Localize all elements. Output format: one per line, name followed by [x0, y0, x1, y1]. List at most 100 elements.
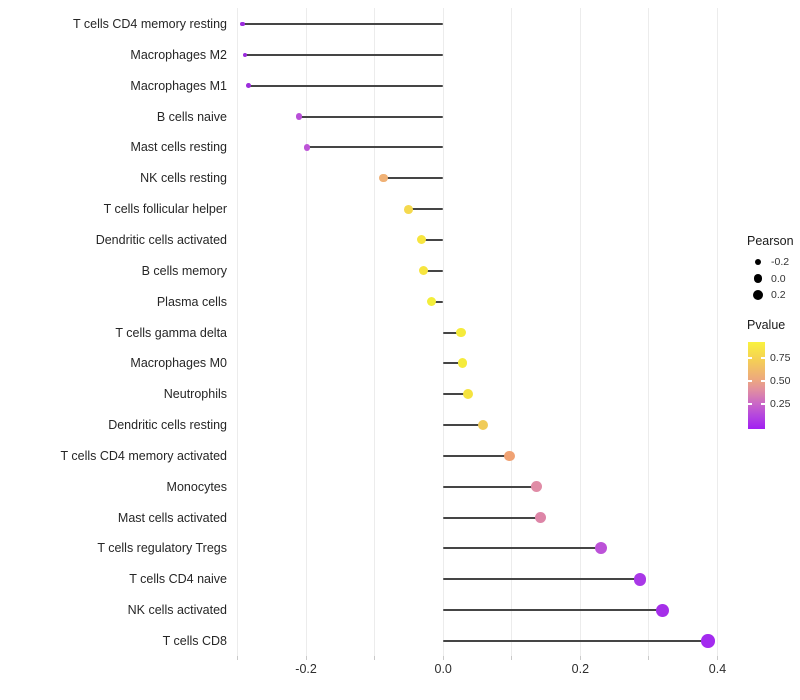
lollipop-dot [504, 450, 516, 462]
lollipop-dot [418, 266, 428, 276]
colorbar-tick [748, 380, 752, 383]
lollipop-dot [530, 481, 542, 493]
colorbar-label: 0.25 [770, 397, 791, 410]
lollipop-segment [443, 640, 708, 642]
x-gridline [579, 8, 581, 656]
colorbar-tick [761, 356, 765, 359]
lollipop-segment [443, 485, 537, 488]
lollipop-dot [417, 235, 427, 245]
y-axis-label: T cells CD8 [162, 634, 227, 648]
lollipop-segment [306, 146, 444, 149]
lollipop-segment [443, 454, 510, 457]
x-gridline [716, 8, 718, 656]
legend-pearson-dot [753, 274, 763, 283]
lollipop-dot [246, 83, 251, 89]
lollipop-segment [299, 115, 444, 118]
y-axis-label: Mast cells activated [117, 510, 227, 525]
y-axis-label: B cells memory [141, 263, 227, 278]
y-axis-label: T cells gamma delta [115, 325, 227, 340]
lollipop-dot [296, 113, 303, 120]
lollipop-dot [457, 358, 468, 369]
lollipop-dot [379, 174, 388, 183]
x-gridline [305, 8, 307, 656]
x-axis-tick-label: 0.0 [434, 662, 452, 676]
legend-pearson-title: Pearson [747, 234, 794, 248]
y-axis-label: Dendritic cells resting [108, 418, 227, 433]
x-gridline [374, 8, 376, 656]
x-tickmark [237, 656, 239, 660]
lollipop-segment [408, 208, 444, 211]
lollipop-dot [426, 297, 437, 307]
lollipop-segment [443, 516, 541, 519]
lollipop-segment [443, 393, 468, 396]
y-axis-label: Monocytes [166, 479, 227, 494]
lollipop-dot [594, 542, 607, 555]
y-axis-label: T cells CD4 memory activated [60, 448, 228, 463]
lollipop-segment [248, 84, 444, 87]
y-axis-label: NK cells activated [127, 603, 227, 618]
lollipop-segment [245, 53, 444, 56]
legend-pearson-label: 0.0 [771, 272, 786, 285]
y-axis-label: T cells CD4 memory resting [73, 17, 227, 31]
x-tickmark [716, 656, 718, 660]
y-axis-label: Macrophages M0 [130, 356, 227, 371]
y-axis-label: Mast cells resting [130, 140, 227, 155]
x-gridline [511, 8, 513, 656]
y-axis-label: Macrophages M1 [130, 78, 227, 93]
colorbar-tick [748, 356, 752, 359]
y-axis-label: NK cells resting [140, 171, 227, 186]
x-tickmark [305, 656, 307, 660]
pvalue-colorbar [748, 342, 765, 429]
lollipop-segment [443, 331, 462, 334]
lollipop-segment [242, 23, 444, 25]
lollipop-segment [443, 424, 483, 427]
legend-pearson-dot [754, 258, 762, 266]
colorbar-tick [761, 402, 765, 405]
colorbar-label: 0.75 [770, 351, 791, 364]
lollipop-segment [421, 238, 444, 241]
x-tickmark [442, 656, 444, 660]
colorbar-label: 0.50 [770, 375, 791, 388]
legend-pearson-label: 0.2 [771, 289, 786, 301]
legend-pearson-dot [753, 290, 763, 300]
lollipop-dot [456, 327, 466, 338]
x-axis-tick-label: 0.4 [708, 662, 727, 676]
lollipop-segment [423, 269, 444, 272]
lollipop-dot [462, 389, 473, 400]
y-axis-label: Neutrophils [163, 387, 227, 402]
legend-pvalue-title: Pvalue [747, 318, 786, 332]
y-axis-label: Macrophages M2 [130, 47, 227, 62]
x-gridline [648, 8, 650, 656]
lollipop-segment [443, 609, 663, 612]
x-axis-tick-label: -0.2 [295, 662, 317, 676]
lollipop-segment [443, 547, 601, 550]
lollipop-dot [701, 634, 715, 648]
lollipop-dot [477, 419, 489, 431]
y-axis-label: T cells CD4 naive [129, 572, 227, 587]
lollipop-segment [443, 362, 463, 365]
y-axis-label: B cells naive [156, 109, 227, 124]
lollipop-dot [633, 573, 647, 586]
x-tickmark [579, 656, 581, 660]
x-gridline [237, 8, 239, 656]
lollipop-segment [383, 177, 444, 180]
y-axis-label: T cells follicular helper [103, 202, 227, 217]
y-axis-label: T cells regulatory Tregs [97, 541, 227, 556]
lollipop-segment [431, 300, 444, 303]
colorbar-tick [748, 402, 752, 405]
lollipop-dot [240, 21, 245, 27]
x-axis-tick-label: 0.2 [571, 662, 590, 676]
y-axis-label: Dendritic cells activated [95, 232, 227, 247]
lollipop-dot [303, 144, 311, 151]
x-tickmark [511, 656, 513, 660]
y-axis-label: Plasma cells [156, 294, 227, 309]
lollipop-segment [443, 578, 640, 581]
x-tickmark [648, 656, 650, 660]
lollipop-dot [403, 204, 413, 214]
legend-pearson-label: -0.2 [771, 256, 790, 268]
lollipop-dot [242, 52, 248, 58]
lollipop-dot [656, 603, 670, 617]
lollipop-dot [535, 512, 547, 524]
